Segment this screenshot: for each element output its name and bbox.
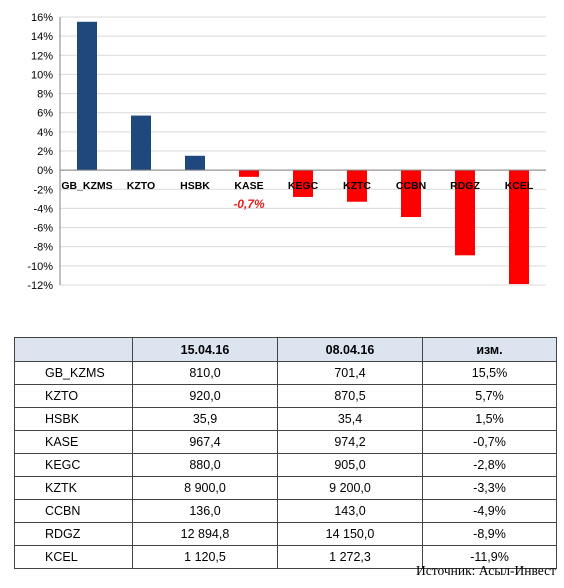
y-tick-label: -12% bbox=[27, 280, 53, 292]
cell-previous: 905,0 bbox=[277, 453, 423, 477]
cell-previous: 14 150,0 bbox=[277, 522, 423, 546]
cell-change: 5,7% bbox=[422, 384, 557, 408]
cell-change: -0,7% bbox=[422, 430, 557, 454]
y-tick-label: -6% bbox=[33, 223, 53, 235]
x-axis-category-labels: GB_KZMS KZTO HSBK KASE KEGC KZTC CCBN RDGZ KCEL bbox=[61, 180, 534, 192]
y-tick-label: -10% bbox=[27, 261, 53, 273]
table-row: KEGC 880,0 905,0 -2,8% bbox=[14, 453, 557, 477]
cell-previous: 143,0 bbox=[277, 499, 423, 523]
cell-current: 35,9 bbox=[132, 407, 278, 431]
bar-kzto bbox=[131, 115, 151, 171]
annotations: -0,7% bbox=[233, 197, 265, 211]
cell-current: 12 894,8 bbox=[132, 522, 278, 546]
cell-ticker: KASE bbox=[14, 430, 133, 454]
cell-previous: 870,5 bbox=[277, 384, 423, 408]
cell-current: 810,0 bbox=[132, 361, 278, 385]
cell-current: 967,4 bbox=[132, 430, 278, 454]
cell-ticker: CCBN bbox=[14, 499, 133, 523]
x-tick-label: KCEL bbox=[505, 180, 534, 192]
cell-current: 136,0 bbox=[132, 499, 278, 523]
cell-current: 920,0 bbox=[132, 384, 278, 408]
x-tick-label: KZTC bbox=[343, 180, 371, 192]
cell-ticker: KEGC bbox=[14, 453, 133, 477]
cell-previous: 701,4 bbox=[277, 361, 423, 385]
cell-current: 1 120,5 bbox=[132, 545, 278, 569]
x-tick-label: RDGZ bbox=[450, 180, 480, 192]
bar-kztc bbox=[347, 170, 367, 202]
bar-kcel bbox=[509, 170, 529, 285]
cell-change: -2,8% bbox=[422, 453, 557, 477]
header-date-current: 15.04.16 bbox=[132, 337, 278, 362]
y-tick-label: 10% bbox=[31, 69, 53, 81]
cell-previous: 35,4 bbox=[277, 407, 423, 431]
y-tick-label: 0% bbox=[37, 165, 53, 177]
cell-change: -11,9% bbox=[422, 545, 557, 569]
table-row: CCBN 136,0 143,0 -4,9% bbox=[14, 499, 557, 523]
y-tick-label: 4% bbox=[37, 127, 53, 139]
cell-current: 880,0 bbox=[132, 453, 278, 477]
cell-change: -8,9% bbox=[422, 522, 557, 546]
cell-previous: 9 200,0 bbox=[277, 476, 423, 500]
header-ticker bbox=[14, 337, 133, 362]
y-tick-label: -2% bbox=[33, 184, 53, 196]
y-axis-tick-labels: 16% 14% 12% 10% 8% 6% 4% 2% 0% -2% -4% -6% -8% -10% -1… bbox=[27, 12, 53, 292]
table-row: KASE 967,4 974,2 -0,7% bbox=[14, 430, 557, 454]
y-tick-label: -4% bbox=[33, 203, 53, 215]
bar-rdgz bbox=[455, 170, 475, 256]
x-tick-label: CCBN bbox=[396, 180, 426, 192]
header-change: изм. bbox=[422, 337, 557, 362]
y-tick-label: 12% bbox=[31, 50, 53, 62]
axes bbox=[59, 17, 546, 285]
table-row: KZTO 920,0 870,5 5,7% bbox=[14, 384, 557, 408]
bar-kase bbox=[239, 170, 259, 177]
cell-ticker: GB_KZMS bbox=[14, 361, 133, 385]
cell-ticker: RDGZ bbox=[14, 522, 133, 546]
bars bbox=[77, 21, 529, 285]
table-row: HSBK 35,9 35,4 1,5% bbox=[14, 407, 557, 431]
header-date-previous: 08.04.16 bbox=[277, 337, 423, 362]
y-tick-label: 6% bbox=[37, 108, 53, 120]
y-tick-label: 2% bbox=[37, 146, 53, 158]
data-label: -0,7% bbox=[233, 197, 265, 211]
cell-change: -3,3% bbox=[422, 476, 557, 500]
x-tick-label: HSBK bbox=[180, 180, 210, 192]
table-row: KZTK 8 900,0 9 200,0 -3,3% bbox=[14, 476, 557, 500]
y-tick-label: -8% bbox=[33, 242, 53, 254]
cell-previous: 1 272,3 bbox=[277, 545, 423, 569]
table-row: GB_KZMS 810,0 701,4 15,5% bbox=[14, 361, 557, 385]
x-tick-label: KEGC bbox=[288, 180, 319, 192]
bar-chart: 16% 14% 12% 10% 8% 6% 4% 2% 0% -2% -4% -6% -8% -10% -1… bbox=[27, 12, 546, 292]
y-tick-label: 14% bbox=[31, 31, 53, 43]
x-tick-label: GB_KZMS bbox=[61, 180, 112, 192]
bar-kegc bbox=[293, 170, 313, 197]
x-tick-label: KZTO bbox=[127, 180, 155, 192]
source-note: Источник: Асыл-Инвест bbox=[416, 563, 556, 578]
cell-ticker: HSBK bbox=[14, 407, 133, 431]
bar-ccbn bbox=[401, 170, 421, 218]
bar-gb_kzms bbox=[77, 21, 97, 171]
price-table: 15.04.16 08.04.16 изм. GB_KZMS 810,0 701… bbox=[14, 337, 557, 569]
table-row: KCEL 1 120,5 1 272,3 -11,9% bbox=[14, 545, 557, 569]
bar-hsbk bbox=[185, 155, 205, 171]
table-row: RDGZ 12 894,8 14 150,0 -8,9% bbox=[14, 522, 557, 546]
cell-previous: 974,2 bbox=[277, 430, 423, 454]
cell-ticker: KCEL bbox=[14, 545, 133, 569]
table-header-row: 15.04.16 08.04.16 изм. bbox=[14, 337, 557, 362]
y-tick-label: 16% bbox=[31, 12, 53, 24]
cell-current: 8 900,0 bbox=[132, 476, 278, 500]
cell-ticker: KZTK bbox=[14, 476, 133, 500]
x-tick-label: KASE bbox=[234, 180, 263, 192]
y-tick-label: 8% bbox=[37, 89, 53, 101]
cell-change: 1,5% bbox=[422, 407, 557, 431]
cell-ticker: KZTO bbox=[14, 384, 133, 408]
cell-change: 15,5% bbox=[422, 361, 557, 385]
cell-change: -4,9% bbox=[422, 499, 557, 523]
